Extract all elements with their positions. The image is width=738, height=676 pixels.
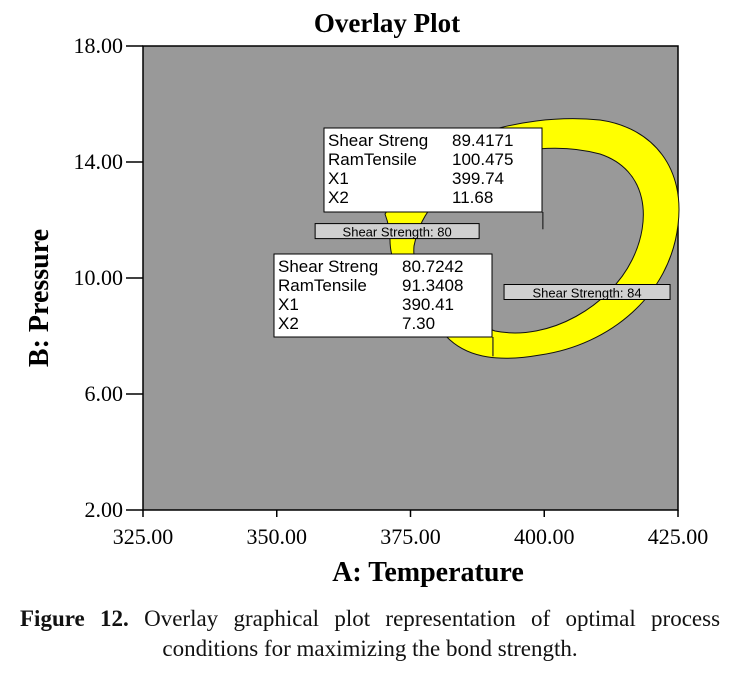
flag-row-name: Shear Streng xyxy=(328,131,428,150)
contour-label-box xyxy=(503,284,671,300)
figure-caption: Figure 12. Overlay graphical plot repres… xyxy=(20,604,720,664)
caption-text: Overlay graphical plot representation of… xyxy=(144,606,721,661)
flag-row-value: 100.475 xyxy=(452,150,513,169)
contour-label-box xyxy=(314,223,480,240)
chart-title: Overlay Plot xyxy=(314,8,460,38)
x-axis-label: A: Temperature xyxy=(332,557,524,588)
y-tick-label: 2.00 xyxy=(85,497,124,522)
caption-label: Figure 12. xyxy=(20,606,129,631)
flag-row-name: RamTensile xyxy=(278,276,367,295)
flag-row-name: X2 xyxy=(328,188,349,207)
x-tick-label: 325.00 xyxy=(113,524,174,549)
flag-row-name: Shear Streng xyxy=(278,257,378,276)
y-tick-label: 10.00 xyxy=(74,265,124,290)
flag-row-value: 390.41 xyxy=(402,295,454,314)
y-axis-label: B: Pressure xyxy=(24,229,55,367)
flag-row-name: RamTensile xyxy=(328,150,417,169)
flag-row-name: X1 xyxy=(328,169,349,188)
overlay-plot-chart: Overlay Plot 325.00 350.00 375.00 400.00 425… xyxy=(24,8,709,588)
flag-row-value: 89.4171 xyxy=(452,131,513,150)
flag-row-value: 11.68 xyxy=(452,188,493,207)
flag-box xyxy=(323,127,543,213)
flag-row-value: 7.30 xyxy=(402,314,435,333)
y-tick-label: 6.00 xyxy=(85,381,124,406)
x-tick-label: 400.00 xyxy=(514,524,575,549)
x-tick-label: 350.00 xyxy=(247,524,308,549)
flag-row-value: 80.7242 xyxy=(402,257,463,276)
contour-label: Shear Strength: 80 xyxy=(343,225,452,240)
x-tick-label: 375.00 xyxy=(380,524,441,549)
y-tick-label: 14.00 xyxy=(74,149,124,174)
x-tick-label: 425.00 xyxy=(648,524,709,549)
contour-label: Shear Strength: 84 xyxy=(532,286,641,301)
flag-row-value: 399.74 xyxy=(452,169,504,188)
flag-row-name: X1 xyxy=(278,295,299,314)
flag-row-value: 91.3408 xyxy=(402,276,463,295)
flag-row-name: X2 xyxy=(278,314,299,333)
flag-box xyxy=(273,253,493,338)
y-tick-label: 18.00 xyxy=(74,33,124,58)
